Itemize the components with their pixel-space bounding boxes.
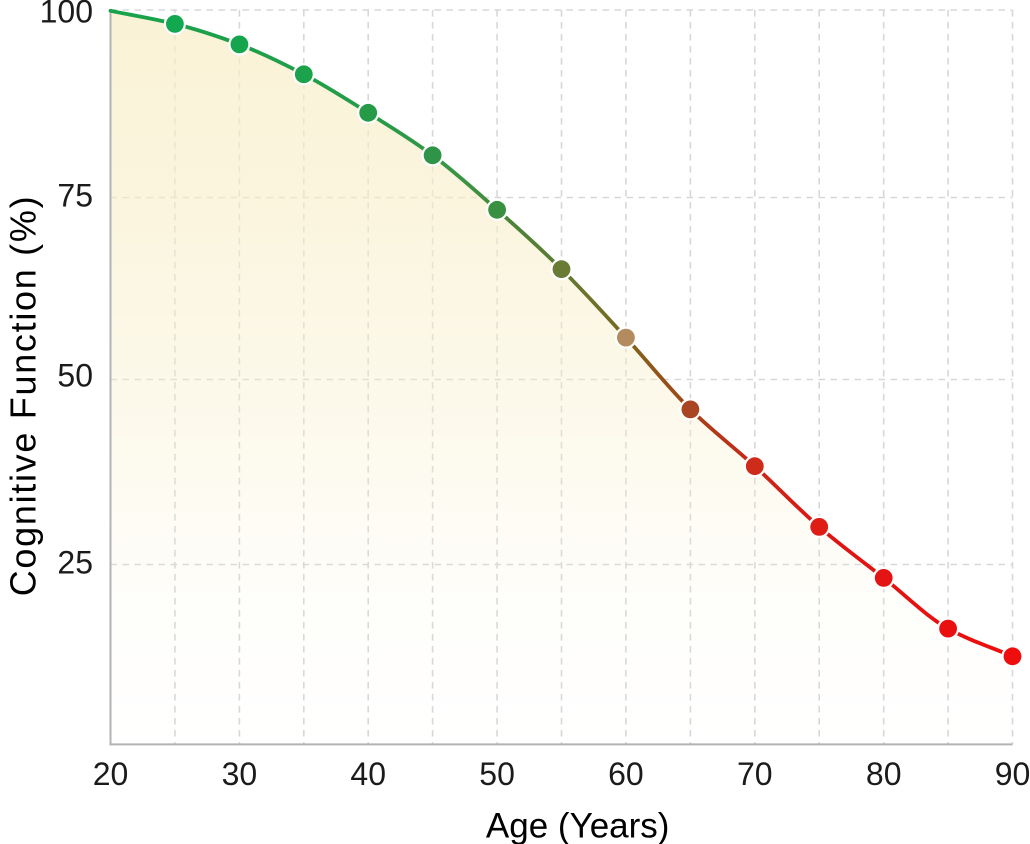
- svg-text:100: 100: [40, 0, 93, 30]
- svg-text:80: 80: [866, 756, 902, 792]
- svg-text:50: 50: [479, 756, 515, 792]
- svg-text:70: 70: [737, 756, 773, 792]
- svg-text:90: 90: [995, 756, 1030, 792]
- svg-text:30: 30: [222, 756, 258, 792]
- svg-text:25: 25: [57, 545, 93, 581]
- svg-text:40: 40: [350, 756, 386, 792]
- svg-text:75: 75: [57, 178, 93, 214]
- svg-text:20: 20: [93, 756, 129, 792]
- svg-text:50: 50: [57, 358, 93, 394]
- svg-text:Age (Years): Age (Years): [486, 807, 670, 844]
- svg-text:60: 60: [608, 756, 644, 792]
- svg-text:Cognitive Function (%): Cognitive Function (%): [3, 195, 44, 597]
